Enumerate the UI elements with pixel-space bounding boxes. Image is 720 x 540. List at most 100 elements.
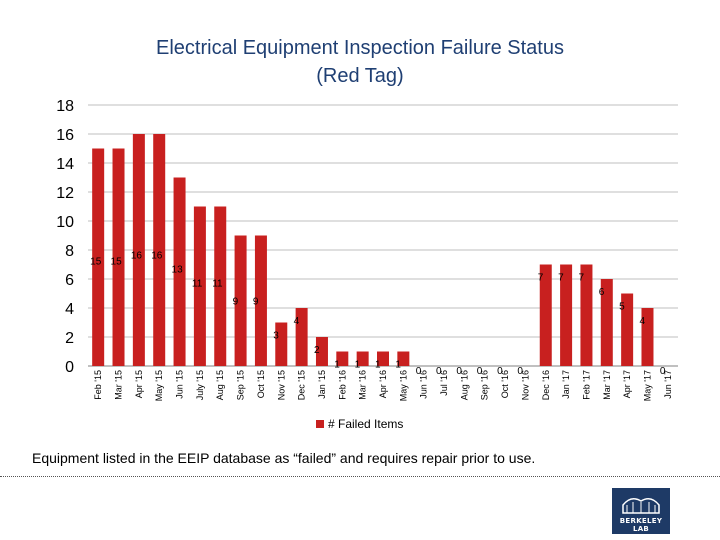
data-label: 11 xyxy=(192,279,203,290)
chart-title-line-2: (Red Tag) xyxy=(316,65,404,87)
bar xyxy=(92,148,105,366)
data-label: 6 xyxy=(599,287,605,298)
chart-title: Electrical Equipment Inspection Failure … xyxy=(60,34,660,90)
bar xyxy=(356,351,369,366)
x-tick-label: Sep '15 xyxy=(236,370,246,400)
x-tick-label: Jan '17 xyxy=(561,370,571,399)
x-tick-label: May '15 xyxy=(154,370,164,401)
bar xyxy=(315,337,328,366)
data-label: 16 xyxy=(131,251,143,262)
bar xyxy=(600,279,613,366)
data-label: 3 xyxy=(273,331,279,342)
x-tick-label: Nov '16 xyxy=(520,370,530,400)
data-label: 11 xyxy=(212,279,223,290)
y-tick-label: 8 xyxy=(65,243,74,260)
data-label: 1 xyxy=(375,360,381,371)
data-label: 0 xyxy=(660,366,666,377)
x-tick-label: Feb '15 xyxy=(93,370,103,400)
y-tick-label: 10 xyxy=(56,214,74,231)
bar xyxy=(580,264,593,366)
x-tick-label: Oct '16 xyxy=(500,370,510,398)
bar xyxy=(560,264,573,366)
data-label: 7 xyxy=(538,273,544,284)
x-tick-label: Oct '15 xyxy=(256,370,266,398)
y-tick-label: 6 xyxy=(65,272,74,289)
y-tick-label: 0 xyxy=(65,359,74,376)
y-tick-label: 12 xyxy=(56,185,74,202)
bar xyxy=(336,351,349,366)
data-label: 1 xyxy=(395,360,401,371)
x-tick-label: Jul '16 xyxy=(439,370,449,396)
x-tick-label: Sep '16 xyxy=(480,370,490,400)
x-tick-label: Feb '17 xyxy=(581,370,591,400)
data-label: 9 xyxy=(233,297,239,308)
bar xyxy=(112,148,125,366)
data-label: 0 xyxy=(517,366,523,377)
x-tick-label: Apr '16 xyxy=(378,370,388,398)
data-label: 2 xyxy=(314,345,320,356)
bar xyxy=(193,206,206,366)
bar xyxy=(275,322,288,366)
data-label: 4 xyxy=(639,316,645,327)
data-label: 4 xyxy=(294,316,300,327)
x-tick-label: July '15 xyxy=(195,370,205,400)
data-label: 0 xyxy=(456,366,462,377)
bar xyxy=(539,264,552,366)
data-label: 9 xyxy=(253,297,259,308)
y-tick-label: 4 xyxy=(65,301,74,318)
y-tick-label: 16 xyxy=(56,127,74,144)
bar xyxy=(621,293,634,366)
x-tick-label: Jun '15 xyxy=(175,370,185,399)
x-tick-label: Mar '15 xyxy=(114,370,124,400)
x-tick-label: Mar '16 xyxy=(358,370,368,400)
berkeley-lab-logo-icon xyxy=(622,498,660,514)
x-tick-label: Mar '17 xyxy=(602,370,612,400)
data-label: 13 xyxy=(172,265,184,276)
x-tick-label: Jun '16 xyxy=(419,370,429,399)
logo-text: BERKELEY LAB xyxy=(619,517,663,533)
footer-divider xyxy=(0,476,720,477)
x-tick-label: Feb '16 xyxy=(337,370,347,400)
data-label: 15 xyxy=(111,257,123,268)
data-label: 0 xyxy=(477,366,483,377)
bar xyxy=(173,177,186,366)
y-tick-label: 18 xyxy=(56,98,74,115)
bar xyxy=(295,308,308,366)
x-tick-label: Apr '15 xyxy=(134,370,144,398)
chart-title-line-1: Electrical Equipment Inspection Failure … xyxy=(156,37,564,59)
chart-footnote: Equipment listed in the EEIP database as… xyxy=(32,450,536,466)
data-label: 1 xyxy=(355,360,361,371)
bar xyxy=(641,308,654,366)
bar xyxy=(397,351,410,366)
x-tick-label: Dec '15 xyxy=(297,370,307,400)
x-tick-label: May '16 xyxy=(398,370,408,401)
legend-label: # Failed Items xyxy=(328,417,403,431)
bar xyxy=(132,134,145,366)
x-tick-label: Aug '16 xyxy=(459,370,469,400)
x-tick-label: Apr '17 xyxy=(622,370,632,398)
x-tick-label: May '17 xyxy=(642,370,652,401)
x-tick-label: Nov '15 xyxy=(276,370,286,400)
x-tick-label: Jun '17 xyxy=(663,370,673,399)
bar xyxy=(377,351,389,366)
y-tick-label: 14 xyxy=(56,156,74,173)
bar xyxy=(254,235,267,366)
data-label: 16 xyxy=(151,251,163,262)
data-label: 7 xyxy=(578,273,584,284)
bar xyxy=(234,235,247,366)
x-tick-label: Aug '15 xyxy=(215,370,225,400)
y-tick-label: 2 xyxy=(65,330,74,347)
data-label: 0 xyxy=(497,366,503,377)
berkeley-lab-logo: BERKELEY LAB xyxy=(612,488,670,534)
data-label: 0 xyxy=(416,366,422,377)
data-label: 7 xyxy=(558,273,564,284)
bar xyxy=(153,134,166,366)
data-label: 15 xyxy=(90,257,102,268)
data-label: 0 xyxy=(436,366,442,377)
bar xyxy=(214,206,227,366)
x-tick-label: Dec '16 xyxy=(541,370,551,400)
data-label: 5 xyxy=(619,302,625,313)
x-tick-label: Jan '15 xyxy=(317,370,327,399)
legend-swatch xyxy=(316,420,324,428)
